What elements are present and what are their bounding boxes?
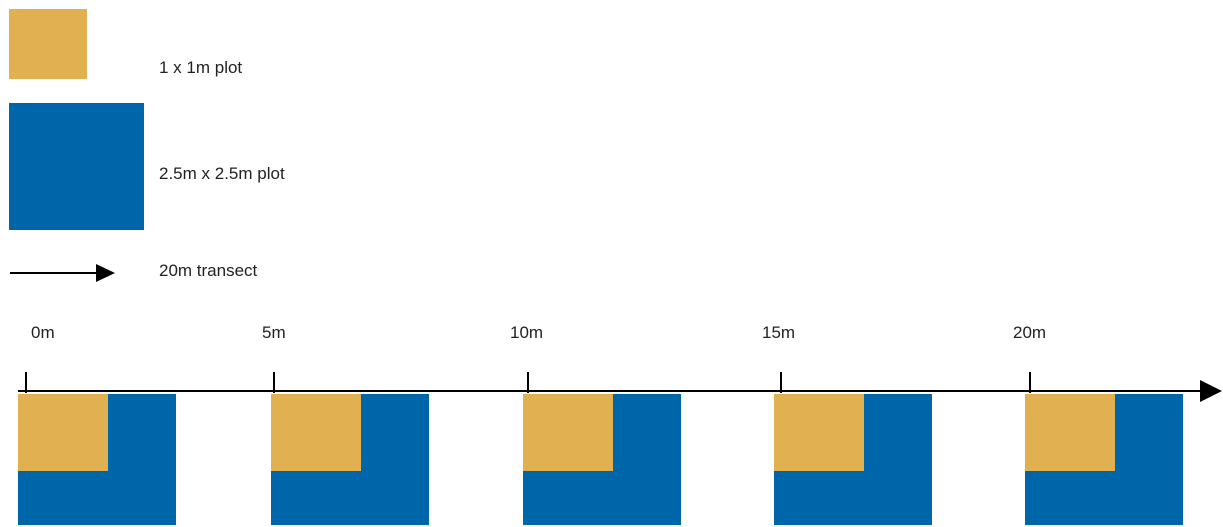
transect-tick-15: [780, 372, 782, 393]
small-plot-5: [271, 394, 361, 471]
transect-position-label-15: 15m: [762, 323, 796, 342]
transect-legend-label: 20m transect: [159, 261, 258, 280]
transect-legend-arrow-icon: [10, 264, 115, 282]
transect-tick-0: [25, 372, 27, 393]
transect-position-label-0: 0m: [31, 323, 55, 342]
small-plot-15: [774, 394, 864, 471]
transect-tick-10: [527, 372, 529, 393]
transect-position-label-10: 10m: [510, 323, 544, 342]
small-plot-legend-label: 1 x 1m plot: [159, 58, 243, 77]
large-plot-legend-label: 2.5m x 2.5m plot: [159, 164, 285, 183]
transect-tick-20: [1029, 372, 1031, 393]
small-plot-legend-swatch: [9, 9, 87, 79]
transect-position-label-5: 5m: [262, 323, 286, 342]
large-plot-legend-swatch: [9, 103, 144, 230]
transect-arrowhead-icon: [1200, 380, 1222, 402]
small-plot-20: [1025, 394, 1115, 471]
transect-tick-5: [273, 372, 275, 393]
transect-position-label-20: 20m: [1013, 323, 1047, 342]
small-plot-10: [523, 394, 613, 471]
small-plot-0: [18, 394, 108, 471]
transect-line: [18, 390, 1204, 392]
